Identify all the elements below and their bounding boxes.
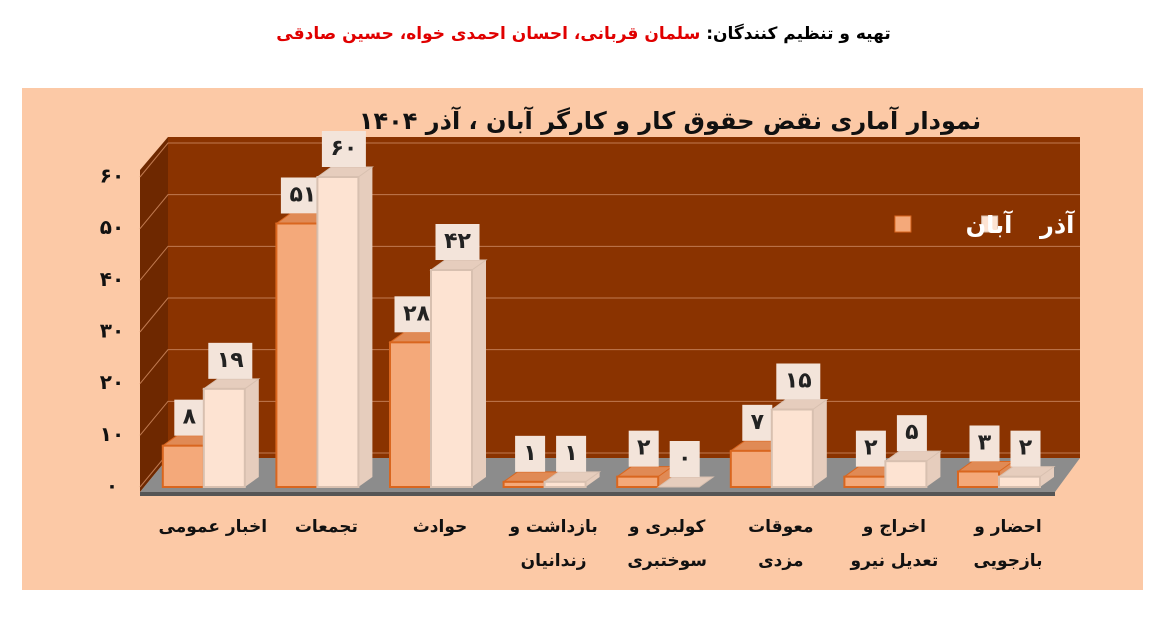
bar: [429, 259, 488, 488]
value-label-box: [742, 404, 773, 441]
value-label-box: [556, 435, 587, 472]
legend-swatch: [894, 215, 912, 233]
header-label: تهیه و تنظیم کنندگان:: [706, 24, 891, 44]
value-label-box: [208, 342, 253, 379]
bar: [202, 378, 261, 489]
x-tick-label: معوقات مزدی: [748, 517, 814, 571]
value-label: ۱۵: [785, 369, 812, 394]
value-label-box: [669, 441, 700, 477]
y-tick-label: ۰: [106, 474, 118, 498]
value-label-box: [628, 430, 659, 467]
bar-face: [957, 470, 1000, 488]
value-label-box: [1010, 430, 1041, 467]
chart-title: نمودار آماری نقض حقوق کار و کارگر آبان ،…: [359, 106, 981, 135]
bar: [543, 471, 602, 489]
value-label: ۱۹: [217, 348, 244, 373]
bar-side: [812, 399, 827, 487]
bar-face: [430, 269, 473, 488]
grid-line: [139, 349, 1080, 384]
y-tick-label: ۱۰: [100, 422, 124, 446]
legend-swatch: [981, 215, 999, 233]
value-label-box: [435, 224, 480, 260]
value-label: ۶۰: [330, 136, 357, 161]
value-label: ۰: [678, 446, 691, 471]
bar-side: [358, 167, 373, 487]
value-label-box: [174, 399, 205, 436]
bar-face: [389, 341, 432, 489]
grid-line: [139, 297, 1080, 333]
y-tick-label: ۲۰: [100, 370, 124, 394]
x-tick-label: اخراج و تعدیل نیرو: [850, 517, 939, 571]
x-tick-label: کولبری و سوختبری: [627, 517, 708, 571]
header: تهیه و تنظیم کنندگان: سلمان قربانی، احسا…: [0, 24, 1167, 44]
value-label: ۵: [905, 420, 918, 445]
bar-face: [275, 222, 319, 488]
bar-side: [585, 471, 600, 487]
bar: [656, 476, 715, 488]
bar: [770, 399, 829, 488]
bar-face: [161, 444, 205, 488]
value-label-box: [515, 435, 546, 472]
y-tick-label: ۶۰: [100, 164, 124, 188]
legend-label: آذر: [1039, 210, 1075, 239]
value-label-box: [776, 363, 821, 400]
bar-face: [616, 475, 660, 488]
x-tick-label: بازداشت و زندانیان: [509, 517, 598, 571]
y-tick-label: ۳۰: [100, 319, 124, 343]
y-tick-label: ۴۰: [100, 267, 124, 291]
bar-face: [770, 408, 814, 488]
value-label: ۳: [978, 431, 992, 456]
bar-top: [656, 476, 715, 488]
bar-side: [244, 378, 259, 487]
value-label: ۱: [523, 441, 536, 466]
floor-edge: [140, 492, 1055, 496]
grid-line: [139, 400, 1080, 436]
bar-face: [884, 460, 928, 488]
bar-face: [202, 387, 246, 489]
bar-face: [543, 480, 587, 489]
bar: [883, 450, 942, 488]
bar-side: [926, 451, 941, 487]
bar-face: [843, 475, 887, 488]
y-tick-label: ۵۰: [100, 215, 124, 239]
bar-face: [502, 480, 546, 489]
value-label-box: [969, 425, 1000, 462]
value-label-box: [855, 430, 886, 467]
grid-line: [139, 194, 1080, 229]
value-label: ۲: [1019, 436, 1033, 461]
grid-line: [139, 245, 1080, 281]
value-label-box: [896, 415, 927, 452]
bar-face: [316, 176, 360, 488]
value-label: ۵۱: [289, 183, 316, 208]
value-label-box: [321, 131, 366, 167]
value-label: ۲۸: [403, 301, 430, 326]
value-label: ۱: [564, 441, 577, 466]
x-tick-label: اخبار عمومی: [158, 517, 268, 537]
bar-face: [998, 475, 1041, 488]
bar: [315, 166, 374, 488]
x-tick-label: تجمعات: [294, 517, 358, 537]
x-tick-label: حوادث: [412, 517, 468, 537]
bar-face: [729, 449, 773, 489]
header-authors: سلمان قربانی، احسان احمدی خواه، حسین صاد…: [276, 24, 701, 44]
bar-side: [472, 260, 486, 487]
legend-label: آبان: [966, 210, 1014, 239]
bar: [997, 466, 1056, 488]
bar-side: [1040, 466, 1054, 487]
value-label: ۷: [751, 410, 765, 435]
value-label: ۸: [183, 405, 197, 430]
value-label: ۲: [864, 436, 878, 461]
value-label: ۲: [637, 436, 651, 461]
value-label: ۴۲: [444, 229, 471, 254]
grid-line: [139, 142, 1080, 178]
bar-side: [658, 466, 673, 487]
x-tick-label: احضار و بازجویی: [973, 517, 1043, 571]
